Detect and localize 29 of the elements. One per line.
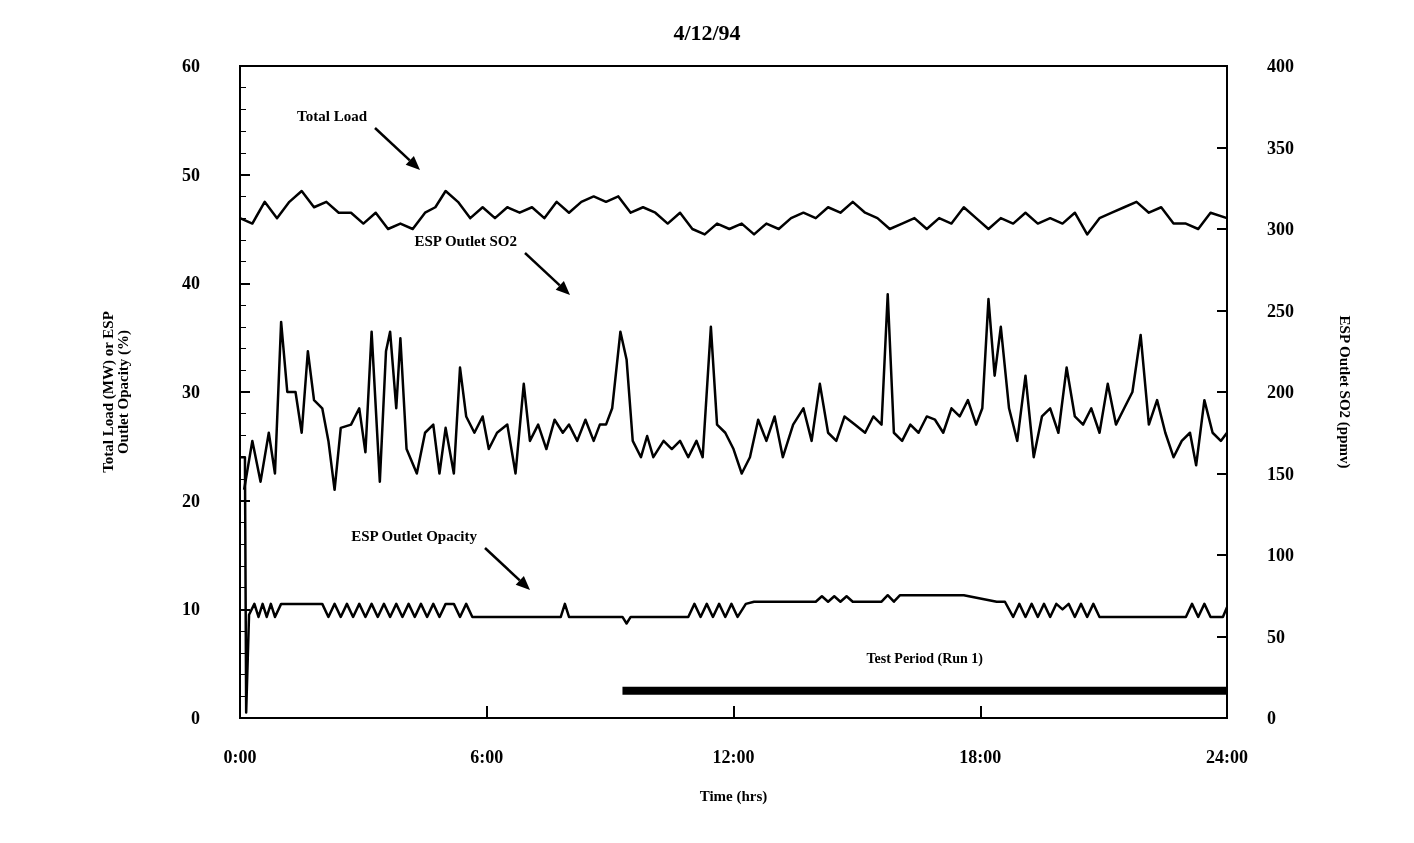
y2-tick-label: 400	[1267, 56, 1294, 76]
x-axis-title: Time (hrs)	[699, 787, 768, 805]
y2-tick-label: 200	[1267, 382, 1294, 402]
y-tick-label: 40	[182, 273, 200, 294]
y2-tick-label: 100	[1267, 545, 1294, 565]
annotation: ESP Outlet SO2	[414, 233, 517, 249]
y-axis-title: Total Load (MW) or ESP Outlet Opacity (%)	[99, 311, 132, 473]
y2-tick-label: 350	[1267, 137, 1294, 158]
series-label: Test Period (Run 1)	[866, 651, 984, 668]
y-tick-label: 60	[182, 56, 200, 76]
x-tick-label: 18:00	[959, 747, 1002, 767]
y2-tick-label: 50	[1267, 626, 1285, 647]
y-tick-label: 10	[182, 599, 200, 620]
x-tick-label: 0:00	[223, 747, 257, 767]
y-tick-label: 30	[182, 382, 200, 402]
annotation: ESP Outlet Opacity	[351, 528, 478, 544]
y-tick-label: 50	[182, 164, 200, 185]
x-tick-label: 24:00	[1206, 747, 1248, 767]
y2-axis-title: ESP Outlet SO2 (ppmv)	[1335, 315, 1353, 469]
x-tick-label: 6:00	[470, 747, 504, 767]
x-tick-label: 12:00	[712, 747, 755, 767]
y-tick-label: 20	[182, 490, 200, 511]
y-tick-label: 0	[191, 708, 200, 728]
annotation: Total Load	[297, 108, 368, 124]
y2-tick-label: 250	[1267, 300, 1294, 321]
chart-title: 4/12/94	[673, 19, 741, 45]
y2-tick-label: 0	[1267, 708, 1276, 728]
y2-tick-label: 150	[1267, 463, 1294, 484]
y2-tick-label: 300	[1267, 219, 1294, 239]
